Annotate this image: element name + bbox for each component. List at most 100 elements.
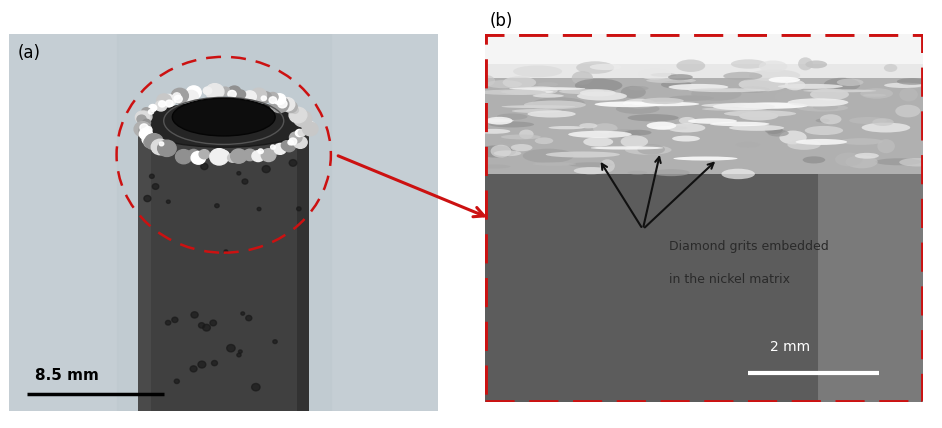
Ellipse shape — [537, 82, 558, 87]
Ellipse shape — [511, 144, 532, 151]
Circle shape — [236, 353, 241, 357]
Circle shape — [174, 379, 179, 383]
Ellipse shape — [477, 129, 511, 134]
Ellipse shape — [577, 61, 614, 74]
Circle shape — [140, 124, 148, 131]
Ellipse shape — [669, 95, 714, 101]
Circle shape — [231, 149, 247, 163]
Ellipse shape — [839, 138, 883, 145]
Circle shape — [161, 95, 175, 107]
Circle shape — [210, 149, 228, 165]
Ellipse shape — [532, 162, 577, 166]
Circle shape — [168, 146, 174, 152]
Circle shape — [153, 184, 159, 189]
Ellipse shape — [654, 126, 688, 130]
Text: in the nickel matrix: in the nickel matrix — [669, 273, 790, 286]
Ellipse shape — [723, 72, 762, 80]
Circle shape — [238, 350, 242, 353]
Ellipse shape — [580, 89, 616, 97]
Circle shape — [167, 200, 171, 203]
Ellipse shape — [875, 158, 921, 165]
Circle shape — [191, 312, 198, 318]
Circle shape — [174, 95, 182, 103]
Circle shape — [294, 111, 312, 127]
Circle shape — [289, 160, 297, 166]
Ellipse shape — [621, 86, 646, 98]
Ellipse shape — [667, 123, 706, 132]
Circle shape — [268, 92, 278, 102]
Ellipse shape — [798, 57, 813, 70]
Circle shape — [145, 127, 152, 133]
Ellipse shape — [661, 80, 691, 89]
Circle shape — [284, 101, 298, 113]
Circle shape — [302, 122, 318, 136]
Ellipse shape — [739, 77, 788, 91]
Circle shape — [175, 149, 192, 164]
Ellipse shape — [642, 98, 684, 104]
Circle shape — [274, 143, 286, 155]
Ellipse shape — [535, 137, 553, 144]
Circle shape — [156, 94, 171, 107]
Circle shape — [296, 129, 303, 137]
Ellipse shape — [674, 81, 688, 91]
Text: 2 mm: 2 mm — [770, 340, 810, 354]
Ellipse shape — [616, 104, 659, 114]
Circle shape — [227, 345, 236, 352]
Circle shape — [205, 83, 224, 100]
Ellipse shape — [804, 89, 876, 92]
Ellipse shape — [786, 101, 821, 111]
Circle shape — [157, 140, 176, 157]
Ellipse shape — [877, 139, 895, 153]
Ellipse shape — [510, 87, 585, 90]
Ellipse shape — [900, 88, 918, 101]
Ellipse shape — [500, 89, 554, 94]
Ellipse shape — [702, 107, 750, 110]
Circle shape — [261, 149, 276, 161]
Ellipse shape — [593, 123, 618, 134]
Bar — [485, 34, 923, 78]
Ellipse shape — [673, 136, 700, 142]
Ellipse shape — [779, 131, 806, 144]
Ellipse shape — [486, 80, 522, 88]
Ellipse shape — [669, 84, 728, 90]
Circle shape — [297, 207, 301, 211]
Circle shape — [228, 86, 241, 98]
Circle shape — [251, 88, 267, 102]
Circle shape — [149, 110, 154, 114]
Ellipse shape — [632, 102, 699, 106]
Bar — [138, 117, 151, 411]
Circle shape — [142, 135, 154, 145]
Ellipse shape — [676, 59, 706, 72]
Ellipse shape — [836, 79, 864, 86]
Ellipse shape — [500, 140, 521, 143]
Ellipse shape — [785, 80, 805, 90]
Ellipse shape — [774, 89, 818, 104]
Circle shape — [246, 315, 252, 321]
Ellipse shape — [909, 83, 924, 88]
Ellipse shape — [713, 103, 775, 110]
Circle shape — [212, 360, 218, 366]
Ellipse shape — [594, 101, 663, 107]
Ellipse shape — [628, 86, 649, 91]
Ellipse shape — [820, 114, 841, 124]
Ellipse shape — [731, 59, 766, 69]
Ellipse shape — [639, 69, 671, 80]
Bar — [117, 34, 331, 411]
Ellipse shape — [503, 76, 536, 89]
Ellipse shape — [172, 98, 275, 136]
Ellipse shape — [769, 77, 800, 83]
Ellipse shape — [885, 83, 923, 88]
Circle shape — [136, 111, 150, 124]
Circle shape — [289, 107, 307, 123]
Text: Diamond grits embedded: Diamond grits embedded — [669, 241, 829, 253]
Ellipse shape — [796, 139, 847, 145]
Ellipse shape — [691, 87, 741, 101]
Circle shape — [294, 137, 307, 149]
Circle shape — [228, 90, 236, 98]
Circle shape — [297, 119, 305, 126]
Bar — [138, 117, 309, 411]
Circle shape — [252, 383, 260, 391]
Ellipse shape — [688, 118, 737, 124]
Circle shape — [199, 323, 204, 328]
Circle shape — [241, 312, 245, 315]
